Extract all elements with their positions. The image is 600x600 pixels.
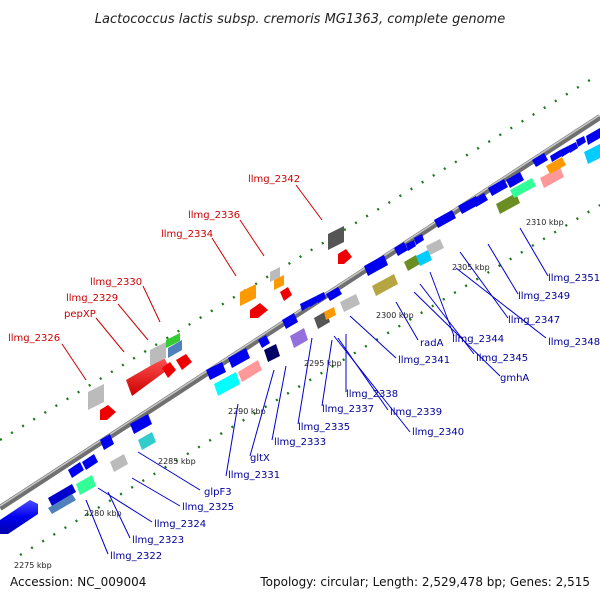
topology-summary: Topology: circular; Length: 2,529,478 bp… [259, 575, 590, 589]
tick-label: 2290 kbp [228, 407, 266, 416]
gene-label: llmg_2339 [390, 407, 442, 418]
genome-backbone-highlight [0, 114, 600, 507]
gene-label: llmg_2325 [182, 502, 234, 513]
gene-label: llmg_2331 [228, 470, 280, 481]
forward-strand-genes [88, 226, 352, 420]
gene-label: llmg_2342 [248, 174, 300, 185]
gene-label: llmg_2334 [161, 229, 213, 240]
gene-label: llmg_2349 [518, 291, 570, 302]
gene-label: llmg_2347 [508, 315, 560, 326]
gene-label: llmg_2348 [548, 337, 600, 348]
bottom-gene-labels: llmg_2351 llmg_2349 llmg_2347 llmg_2348 … [110, 273, 600, 562]
gene-label: llmg_2336 [188, 210, 240, 221]
inner-scale-arc [19, 203, 600, 557]
gene-label: gltX [250, 453, 270, 464]
gene-label: llmg_2337 [322, 404, 374, 415]
gene-label: pepXP [64, 309, 96, 320]
tick-label: 2285 kbp [158, 457, 196, 466]
gene-label: llmg_2341 [398, 355, 450, 366]
gene-label: llmg_2338 [346, 389, 398, 400]
top-leader-lines [61, 184, 323, 381]
gene-label: llmg_2344 [452, 334, 504, 345]
gene-label: llmg_2340 [412, 427, 464, 438]
gene-label: llmg_2330 [90, 277, 142, 288]
gene-label: llmg_2329 [66, 293, 118, 304]
tick-label: 2310 kbp [526, 218, 564, 227]
gene-label: gmhA [500, 373, 529, 384]
tick-label: 2275 kbp [14, 561, 52, 570]
tick-label: 2295 kbp [304, 359, 342, 368]
gene-label: llmg_2322 [110, 551, 162, 562]
reverse-strand-genes [0, 128, 600, 534]
map-title: Lactococcus lactis subsp. cremoris MG136… [95, 12, 505, 27]
gene-label: llmg_2323 [132, 535, 184, 546]
gene-label: llmg_2345 [476, 353, 528, 364]
tick-label: 2300 kbp [376, 311, 414, 320]
outer-scale-arc [0, 78, 591, 442]
gene-label: llmg_2326 [8, 333, 60, 344]
gene-label: llmg_2335 [298, 422, 350, 433]
gene-label: llmg_2333 [274, 437, 326, 448]
top-gene-labels: llmg_2342 llmg_2336 llmg_2334 llmg_2330 … [8, 174, 300, 344]
accession-text: Accession: NC_009004 [10, 575, 146, 589]
gene-label: llmg_2324 [154, 519, 206, 530]
bottom-leader-lines [85, 227, 549, 555]
gene-label: glpF3 [204, 487, 232, 498]
tick-label: 2280 kbp [84, 509, 122, 518]
gene-label: radA [420, 338, 444, 349]
gene-label: llmg_2351 [548, 273, 600, 284]
